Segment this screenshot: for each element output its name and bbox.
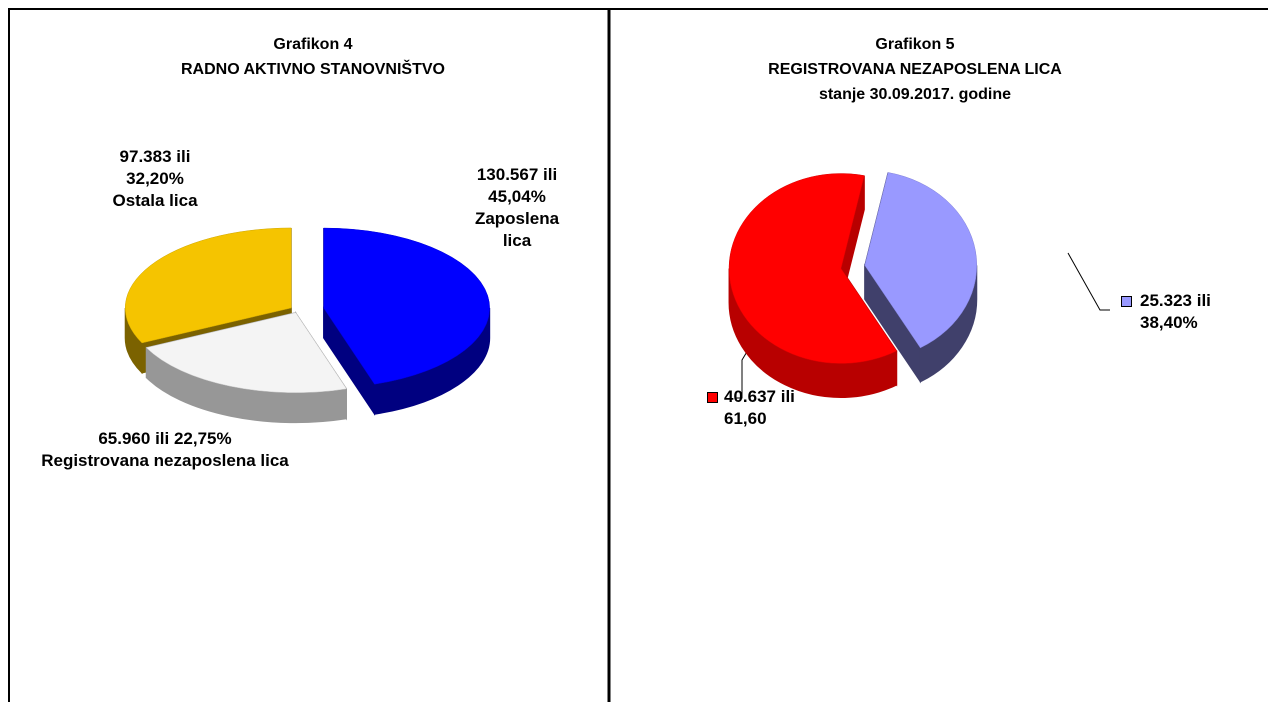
- slice: [728, 173, 898, 364]
- count-label: 40.637 ili: [724, 387, 795, 406]
- data-label: 97.383 ili 32,20% Ostala lica: [90, 146, 220, 212]
- value-label: 32,20%: [126, 169, 184, 188]
- legend-swatch: [1121, 296, 1132, 307]
- chart-title: Grafikon 5: [875, 36, 955, 53]
- count-label: 97.383 ili: [119, 147, 191, 166]
- value-label: 61,60: [724, 409, 767, 428]
- data-label: 40.637 ili 61,60: [724, 386, 854, 430]
- data-label: 130.567 ili 45,04% Zaposlena lica: [462, 164, 572, 252]
- legend-swatch: [707, 392, 718, 403]
- pie: [124, 227, 491, 424]
- data-label: 65.960 ili 22,75% Registrovana nezaposle…: [20, 428, 310, 472]
- leader-line: [1067, 252, 1110, 311]
- slice: [323, 227, 490, 385]
- count-label: 130.567 ili: [476, 165, 558, 184]
- count-label: 65.960 ili: [98, 429, 170, 448]
- category-label: Ostala lica: [112, 191, 198, 210]
- pie: [728, 172, 978, 398]
- category-label: Zaposlena lica: [474, 209, 560, 250]
- chart-subtitle: REGISTROVANA NEZAPOSLENA LICA: [768, 61, 1062, 78]
- slice: [864, 172, 977, 349]
- count-label: 25.323 ili: [1140, 291, 1211, 310]
- chart-subtitle: RADNO AKTIVNO STANOVNIŠTVO: [180, 61, 445, 78]
- chart-title-block: Grafikon 5 REGISTROVANA NEZAPOSLENA LICA…: [635, 32, 1195, 107]
- value-label: 38,40%: [1140, 313, 1198, 332]
- pies: [124, 172, 978, 424]
- value-label: 45,04%: [488, 187, 546, 206]
- chart-title: Grafikon 4: [273, 36, 353, 53]
- data-label: 25.323 ili 38,40%: [1140, 290, 1270, 334]
- slice: [145, 312, 347, 393]
- chart-title-block: Grafikon 4 RADNO AKTIVNO STANOVNIŠTVO: [33, 32, 593, 82]
- slice: [124, 227, 292, 344]
- value-label: 22,75%: [173, 429, 232, 448]
- category-label: Registrovana nezaposlena lica: [41, 451, 289, 470]
- chart-annotation: stanje 30.09.2017. godine: [818, 86, 1012, 103]
